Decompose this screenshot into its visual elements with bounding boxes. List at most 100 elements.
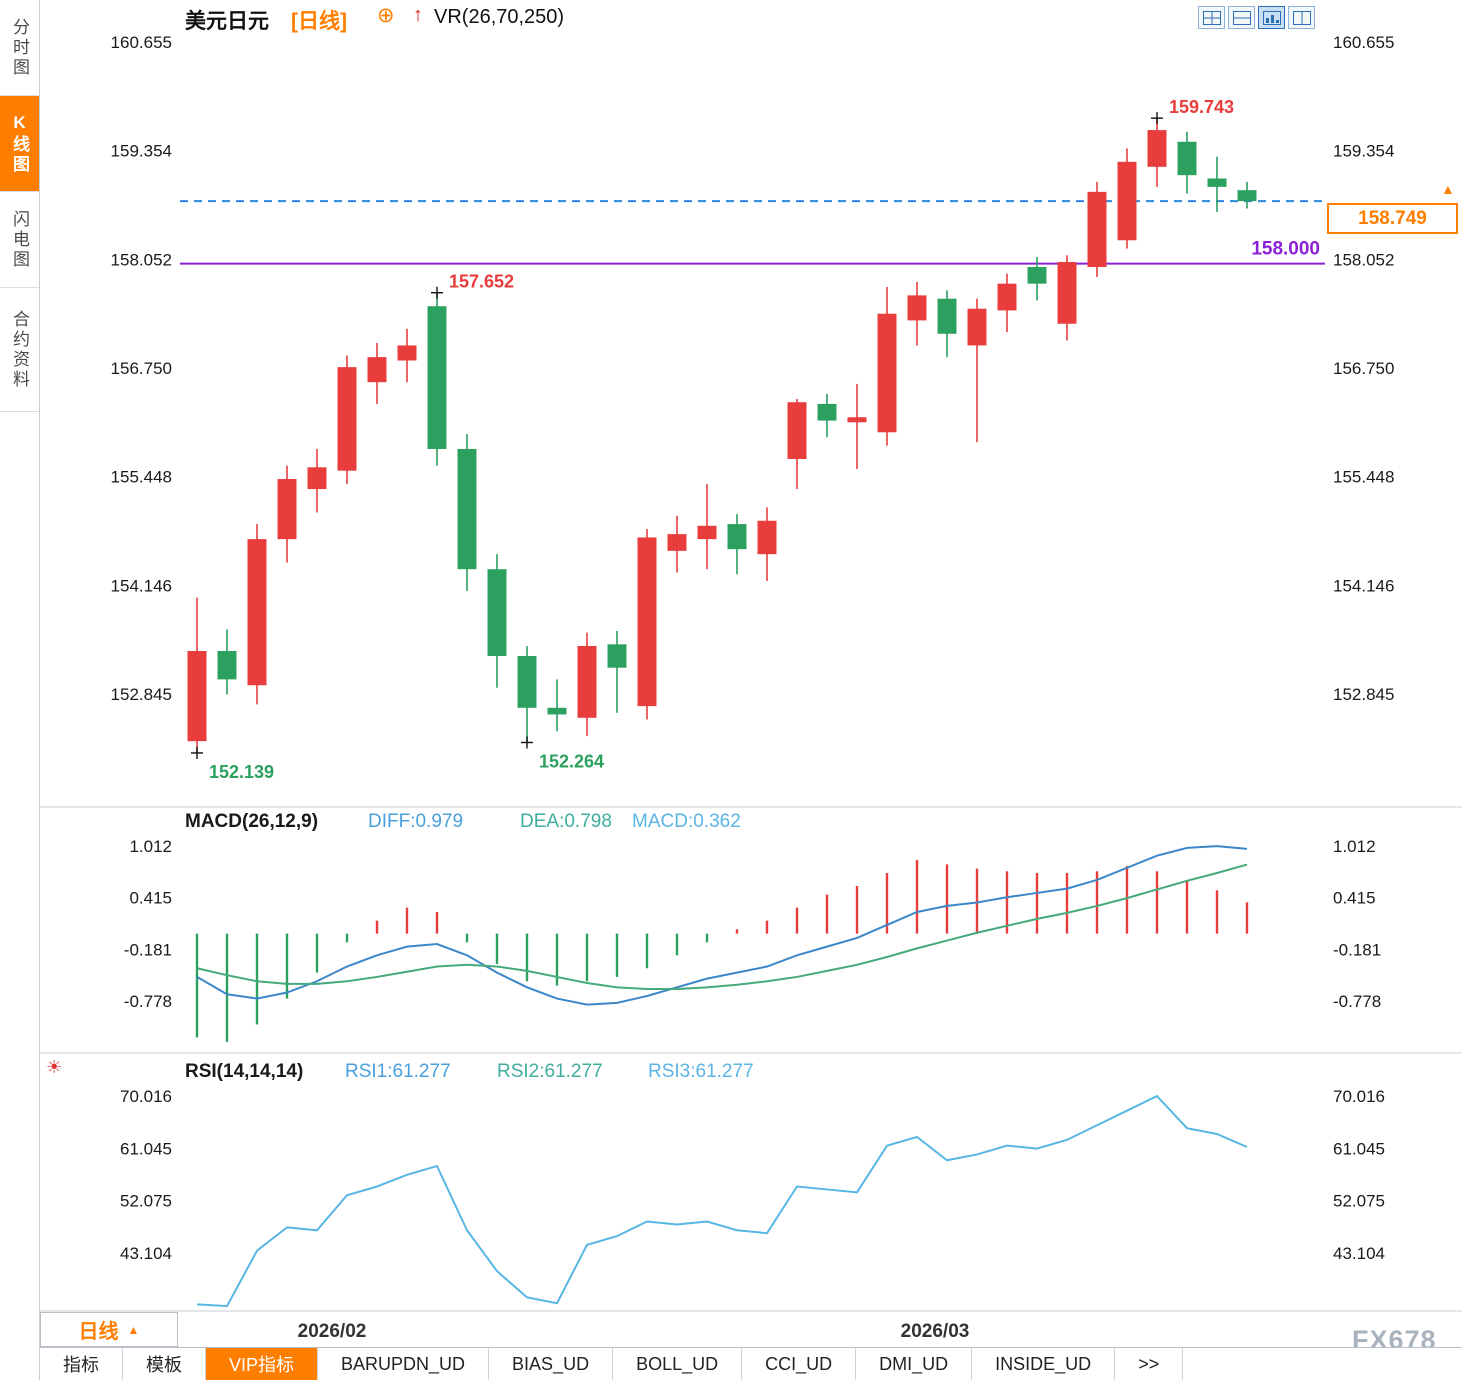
current-price-tag: 158.749 xyxy=(1327,203,1458,234)
axis-label: 52.075 xyxy=(120,1192,172,1211)
candle-body xyxy=(247,539,267,686)
indicator-settings-icon[interactable]: ☀ xyxy=(46,1057,63,1077)
symbol-name: 美元日元 xyxy=(185,10,269,33)
candle-body xyxy=(817,403,837,421)
candle-body xyxy=(367,357,387,383)
rsi3-value: RSI3:61.277 xyxy=(648,1061,754,1082)
tab-inside-ud[interactable]: INSIDE_UD xyxy=(972,1348,1116,1380)
macd-panel-header: MACD(26,12,9) DIFF:0.979 DEA:0.798 MACD:… xyxy=(0,811,1462,835)
candle-body xyxy=(697,525,717,540)
axis-label: 155.448 xyxy=(1333,468,1394,487)
tab-cci-ud[interactable]: CCI_UD xyxy=(742,1348,857,1380)
bottom-tab-bar: 指标 模板 VIP指标 BARUPDN_UD BIAS_UD BOLL_UD C… xyxy=(40,1347,1462,1380)
tab-more[interactable]: >> xyxy=(1115,1348,1184,1380)
tab-templates[interactable]: 模板 xyxy=(123,1348,206,1380)
chart-panel-icon[interactable] xyxy=(1258,6,1285,29)
axis-label: 156.750 xyxy=(1333,359,1394,378)
price-annotation: 157.652 xyxy=(449,272,514,292)
axis-label: 43.104 xyxy=(120,1244,172,1263)
rsi-line xyxy=(196,1094,1248,1308)
axis-label: 152.845 xyxy=(111,685,172,704)
macd-dea-line xyxy=(196,863,1248,991)
rsi1-value: RSI1:61.277 xyxy=(345,1061,451,1082)
candle-body xyxy=(547,707,567,715)
price-annotation: 159.743 xyxy=(1169,97,1234,117)
axis-label: -0.778 xyxy=(1333,992,1381,1011)
rsi-title: RSI(14,14,14) xyxy=(185,1061,304,1082)
candle-body xyxy=(427,306,447,449)
axis-label: 154.146 xyxy=(1333,576,1394,595)
candle-body xyxy=(937,298,957,334)
candle-body xyxy=(397,345,417,361)
period-badge[interactable]: [日线] xyxy=(291,10,347,33)
price-annotation: 152.264 xyxy=(539,752,604,772)
candle-body xyxy=(997,283,1017,311)
split-rows-icon[interactable] xyxy=(1228,6,1255,29)
add-indicator-icon[interactable]: ⊕ xyxy=(377,4,395,27)
x-axis-label: 2026/03 xyxy=(901,1321,970,1342)
rsi-panel-header: RSI(14,14,14) RSI1:61.277 RSI2:61.277 RS… xyxy=(0,1061,1462,1085)
tab-indicators[interactable]: 指标 xyxy=(40,1348,123,1380)
candle-body xyxy=(607,644,627,668)
axis-label: 152.845 xyxy=(1333,685,1394,704)
candle-body xyxy=(907,295,927,321)
split-grid-icon[interactable] xyxy=(1198,6,1225,29)
level-line-label: 158.000 xyxy=(1251,239,1320,260)
candle-body xyxy=(757,520,777,555)
axis-label: 52.075 xyxy=(1333,1192,1385,1211)
candle-body xyxy=(1027,266,1047,284)
sidebar-tab-lightning[interactable]: 闪电图 xyxy=(0,192,39,288)
candle-body xyxy=(1057,261,1077,324)
period-selector-label: 日线 xyxy=(78,1321,119,1343)
macd-dea-value: DEA:0.798 xyxy=(520,811,612,832)
axis-label: -0.181 xyxy=(1333,940,1381,959)
axis-label: 158.052 xyxy=(111,250,172,269)
macd-title: MACD(26,12,9) xyxy=(185,811,319,832)
axis-label: 155.448 xyxy=(111,468,172,487)
period-selector[interactable]: 日线 ▲ xyxy=(40,1312,178,1347)
axis-label: 43.104 xyxy=(1333,1244,1385,1263)
candle-body xyxy=(877,313,897,433)
candle-body xyxy=(307,467,327,490)
price-up-arrow-icon: ▲ xyxy=(1441,181,1455,197)
axis-label: 70.016 xyxy=(120,1087,172,1106)
tab-bias-ud[interactable]: BIAS_UD xyxy=(489,1348,614,1380)
sidebar-tab-contract-info[interactable]: 合约资料 xyxy=(0,288,39,412)
axis-label: 70.016 xyxy=(1333,1087,1385,1106)
axis-label: 61.045 xyxy=(120,1139,172,1158)
candle-body xyxy=(1237,190,1257,202)
axis-label: 61.045 xyxy=(1333,1139,1385,1158)
tab-boll-ud[interactable]: BOLL_UD xyxy=(613,1348,743,1380)
candle-body xyxy=(847,417,867,423)
sidebar-tab-intraday[interactable]: 分时图 xyxy=(0,0,39,96)
axis-label: 159.354 xyxy=(111,142,172,161)
tab-dmi-ud[interactable]: DMI_UD xyxy=(856,1348,973,1380)
axis-label: 158.052 xyxy=(1333,250,1394,269)
candle-body xyxy=(577,645,597,718)
x-axis-label: 2026/02 xyxy=(298,1321,367,1342)
candle-body xyxy=(1207,178,1227,187)
candle-body xyxy=(487,569,507,657)
candle-body xyxy=(787,402,807,459)
axis-label: 156.750 xyxy=(111,359,172,378)
rsi2-value: RSI2:61.277 xyxy=(497,1061,603,1082)
axis-label: 1.012 xyxy=(129,837,172,856)
axis-label: 159.354 xyxy=(1333,142,1394,161)
vr-indicator-label: VR(26,70,250) xyxy=(434,6,565,28)
candle-body xyxy=(967,308,987,346)
trend-up-icon: ↑ xyxy=(413,4,423,26)
sidebar-tab-kline[interactable]: K线图 xyxy=(0,96,39,192)
candle-body xyxy=(667,534,687,551)
candle-body xyxy=(457,448,477,570)
candle-body xyxy=(337,367,357,471)
candle-body xyxy=(277,479,297,540)
axis-label: -0.181 xyxy=(124,940,172,959)
tab-vip-indicators[interactable]: VIP指标 xyxy=(206,1348,319,1380)
axis-label: 0.415 xyxy=(1333,889,1376,908)
tab-barupdn-ud[interactable]: BARUPDN_UD xyxy=(318,1348,490,1380)
layout-button-group xyxy=(1198,6,1315,29)
split-columns-icon[interactable] xyxy=(1288,6,1315,29)
axis-label: -0.778 xyxy=(124,992,172,1011)
candle-body xyxy=(187,651,207,742)
